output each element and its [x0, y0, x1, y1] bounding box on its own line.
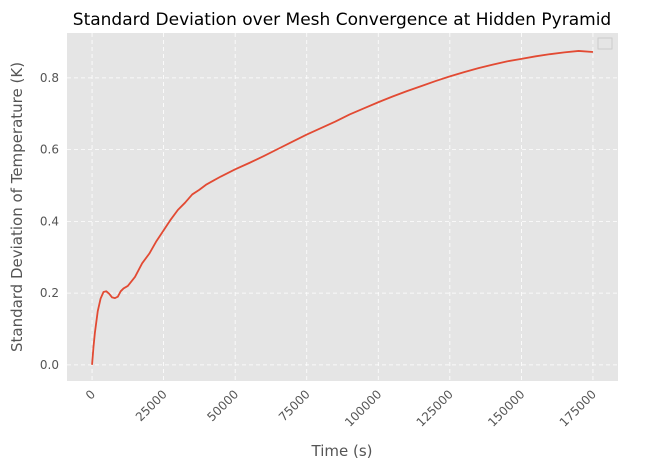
y-tick-label: 0.8: [40, 71, 59, 85]
y-tick-label: 0.6: [40, 143, 59, 157]
y-axis-label: Standard Deviation of Temperature (K): [8, 62, 26, 352]
y-tick-label: 0.2: [40, 286, 59, 300]
y-tick-labels: 0.0 0.2 0.4 0.6 0.8: [40, 71, 59, 372]
x-tick-label: 0: [83, 387, 98, 402]
x-tick-label: 100000: [342, 387, 384, 429]
x-tick-label: 150000: [485, 387, 527, 429]
plot-area: [67, 33, 618, 381]
x-tick-label: 125000: [414, 387, 456, 429]
chart-title: Standard Deviation over Mesh Convergence…: [73, 10, 611, 30]
grid-lines: [67, 33, 618, 381]
x-tick-label: 25000: [133, 387, 170, 424]
y-tick-label: 0.0: [40, 358, 59, 372]
y-tick-label: 0.4: [40, 214, 59, 228]
x-tick-labels: 0 25000 50000 75000 100000 125000 150000 175000: [83, 387, 599, 429]
x-tick-label: 75000: [276, 387, 313, 424]
x-tick-label: 50000: [204, 387, 241, 424]
series-line: [91, 50, 594, 365]
legend-box: [597, 37, 613, 50]
x-axis-label: Time (s): [311, 442, 373, 460]
x-tick-label: 175000: [557, 387, 599, 429]
